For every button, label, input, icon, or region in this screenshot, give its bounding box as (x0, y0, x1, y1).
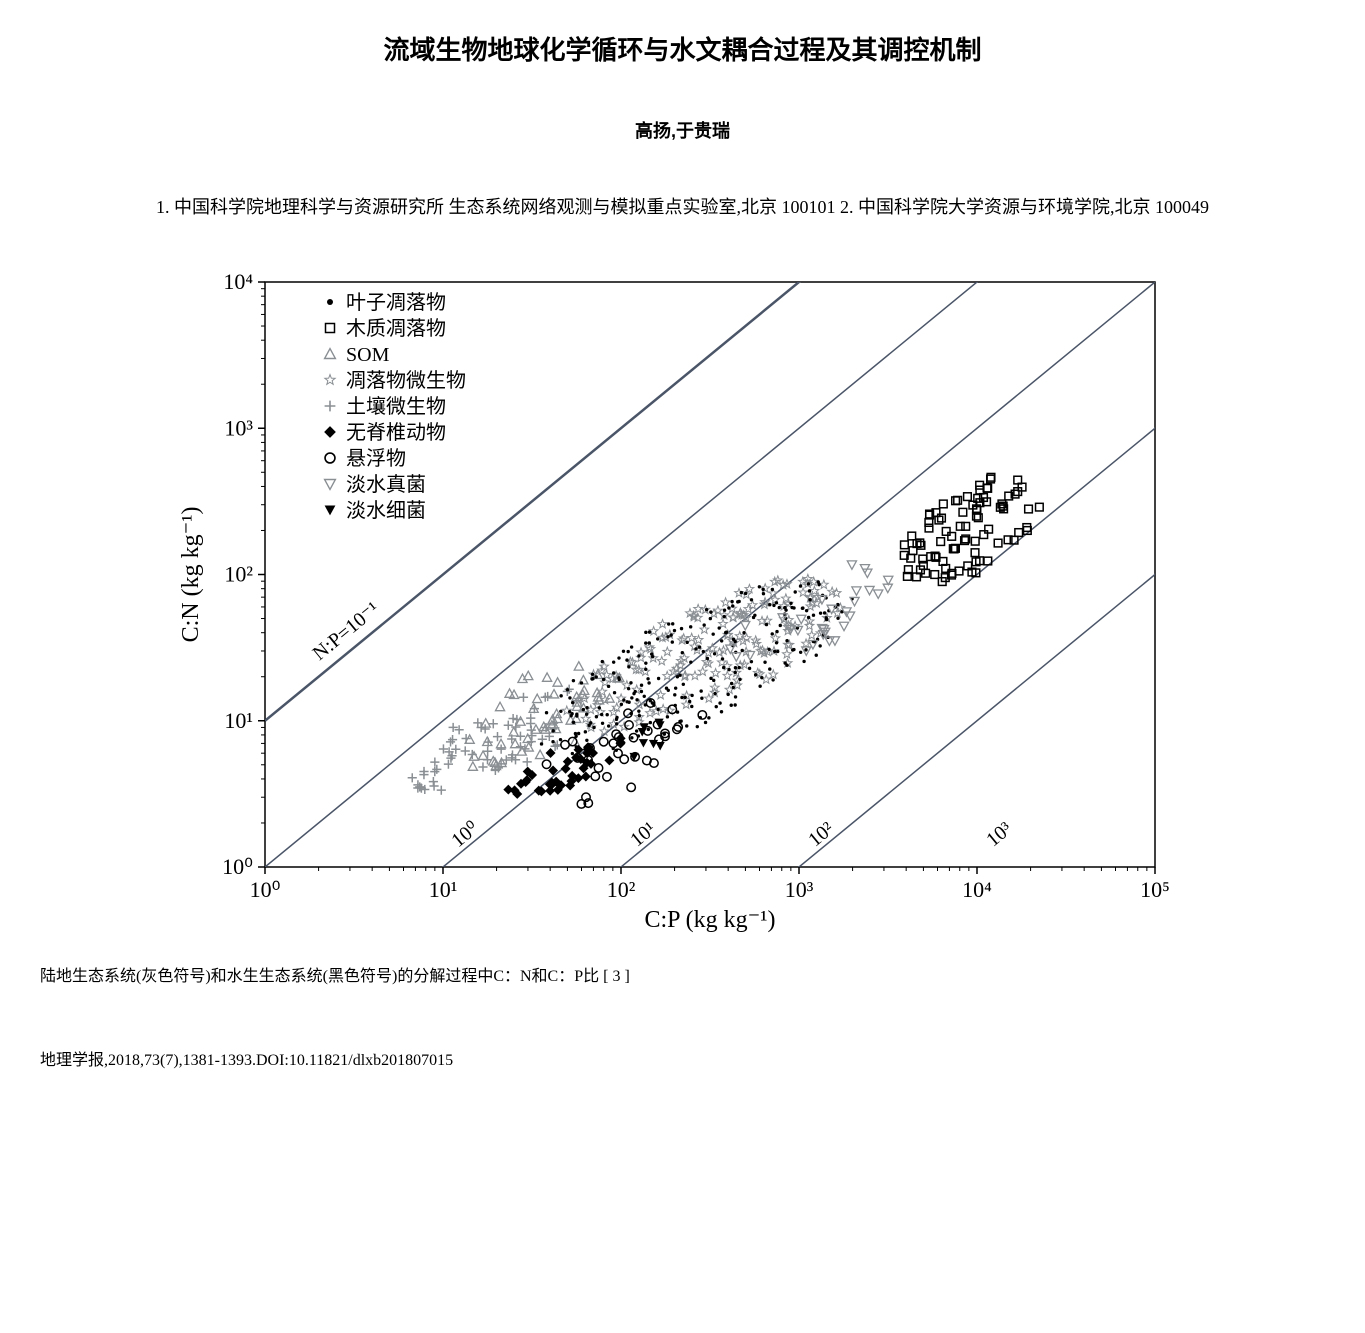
svg-text:叶子凋落物: 叶子凋落物 (346, 291, 446, 314)
svg-text:10⁵: 10⁵ (1140, 877, 1170, 902)
svg-text:10¹: 10¹ (429, 877, 458, 902)
svg-text:10³: 10³ (982, 818, 1016, 852)
paper-authors: 高扬,于贵瑞 (40, 117, 1325, 143)
paper-title: 流域生物地球化学循环与水文耦合过程及其调控机制 (40, 30, 1325, 67)
paper-affiliations: 1. 中国科学院地理科学与资源研究所 生态系统网络观测与模拟重点实验室,北京 1… (40, 193, 1325, 222)
svg-text:SOM: SOM (346, 344, 390, 366)
svg-text:10⁴: 10⁴ (962, 877, 992, 902)
svg-text:悬浮物: 悬浮物 (346, 447, 406, 470)
svg-text:10¹: 10¹ (224, 708, 253, 733)
paper-citation: 地理学报,2018,73(7),1381-1393.DOI:10.11821/d… (40, 1046, 1325, 1070)
svg-text:10²: 10² (607, 877, 636, 902)
svg-text:C:P (kg kg⁻¹): C:P (kg kg⁻¹) (645, 907, 776, 933)
svg-text:淡水真菌: 淡水真菌 (346, 473, 426, 496)
svg-text:土壤微生物: 土壤微生物 (346, 395, 446, 418)
svg-text:10⁰: 10⁰ (250, 877, 281, 902)
svg-text:10³: 10³ (224, 415, 253, 440)
svg-text:凋落物微生物: 凋落物微生物 (346, 369, 466, 392)
svg-text:10⁴: 10⁴ (223, 269, 253, 294)
svg-text:C:N (kg kg⁻¹): C:N (kg kg⁻¹) (178, 506, 204, 642)
svg-text:无脊椎动物: 无脊椎动物 (346, 421, 446, 444)
svg-text:10¹: 10¹ (626, 818, 660, 852)
scatter-chart: 10⁰ 10¹ 10² 10³ 10⁴ 10⁵ 10⁰ 10¹ 10² 10³ 10⁴ C:P (kg… (170, 262, 1180, 942)
svg-text:淡水细菌: 淡水细菌 (346, 499, 426, 522)
svg-text:10⁰: 10⁰ (222, 854, 253, 879)
svg-text:10²: 10² (804, 818, 838, 852)
svg-text:10²: 10² (224, 561, 253, 586)
figure-caption: 陆地生态系统(灰色符号)和水生生态系统(黑色符号)的分解过程中C：N和C：P比 … (40, 962, 1325, 986)
figure-container: 10⁰ 10¹ 10² 10³ 10⁴ 10⁵ 10⁰ 10¹ 10² 10³ 10⁴ C:P (kg… (170, 262, 1325, 942)
svg-text:10³: 10³ (785, 877, 814, 902)
svg-text:木质凋落物: 木质凋落物 (346, 317, 446, 340)
svg-text:10⁰: 10⁰ (447, 817, 483, 852)
